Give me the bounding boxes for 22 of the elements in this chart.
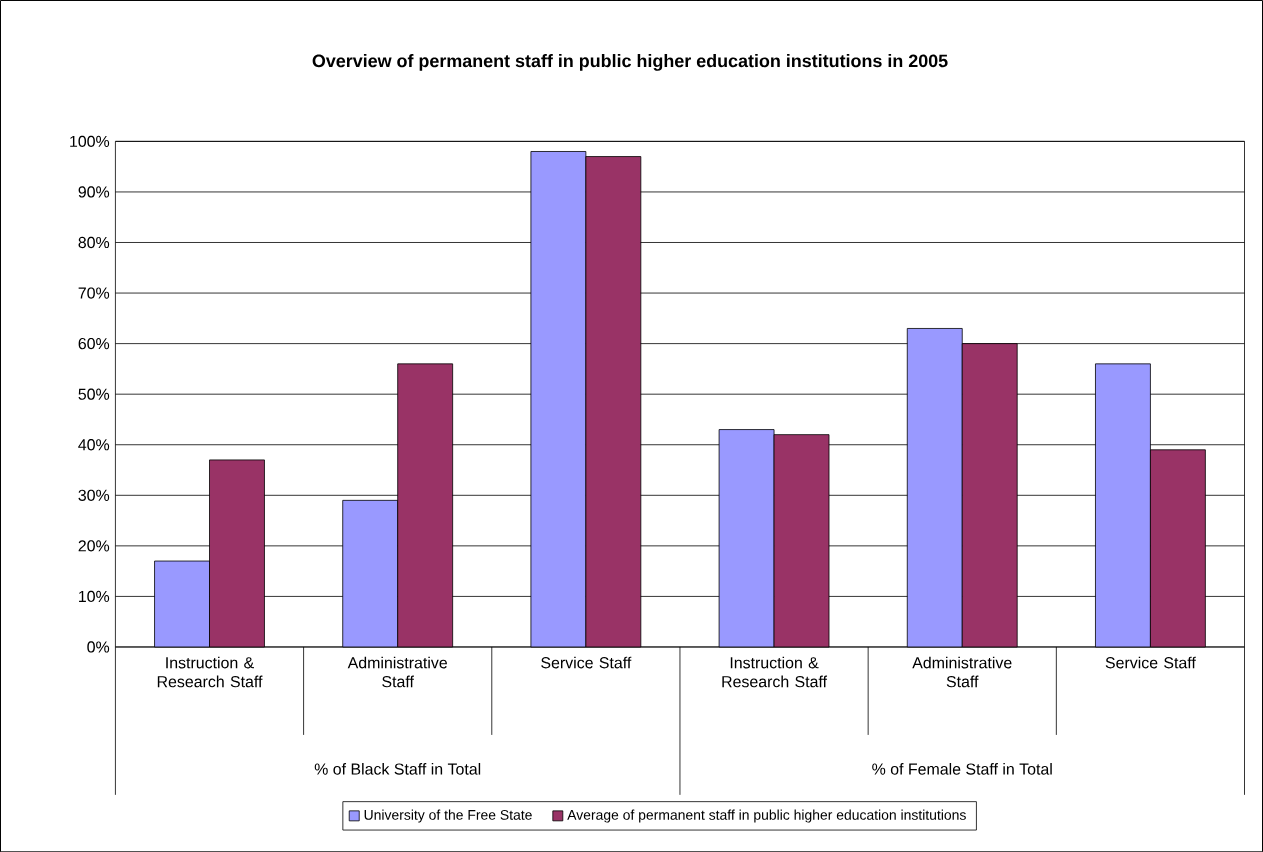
x-tick-label: Administrative Staff [912, 656, 1012, 688]
y-tick-label: 60% [78, 337, 110, 350]
y-tick-label: 50% [78, 388, 110, 400]
y-tick-label: 40% [78, 438, 110, 451]
x-tick-label: Instruction & Research Staff [722, 656, 828, 688]
y-tick-label: 80% [78, 236, 110, 248]
y-tick-label: 90% [78, 186, 110, 198]
y-tick-label: 20% [78, 540, 110, 552]
y-tick-label: 0% [87, 641, 110, 653]
legend-label: Average of permanent staff in public higher education institutions [567, 809, 966, 823]
y-tick-label: 10% [79, 590, 110, 602]
y-tick-label: 30% [78, 489, 110, 501]
x-tick-label: Service Staff [1105, 656, 1196, 669]
x-tick-label: Instruction & Research Staff [157, 656, 263, 688]
text: % of Black Staff in Total [314, 762, 481, 775]
x-tick-label: Service Staff [541, 656, 632, 669]
y-tick-label: 100% [70, 135, 110, 147]
y-tick-label: 70% [78, 287, 110, 299]
legend-label: University of the Free State [364, 809, 532, 823]
x-tick-label: Administrative Staff [347, 656, 447, 688]
chart-title: Overview of permanent staff in public higher education institutions in 2005 [312, 53, 948, 71]
text: % of Female Staff in Total [872, 762, 1052, 775]
